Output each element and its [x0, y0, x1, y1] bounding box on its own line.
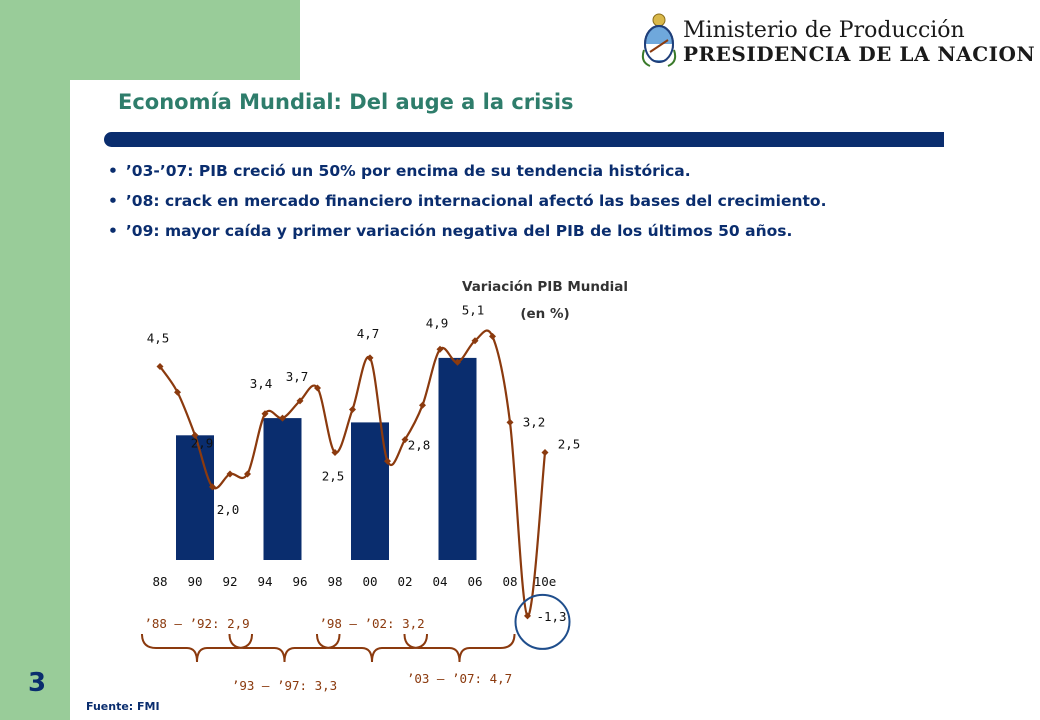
x-tick-label: 08 [502, 574, 517, 589]
x-tick-label: 92 [222, 574, 237, 589]
data-label: 3,7 [286, 369, 309, 384]
data-label: 4,9 [426, 315, 449, 330]
line-point-marker [419, 401, 426, 409]
data-label: 2,5 [558, 437, 581, 452]
line-point-marker [506, 418, 514, 426]
data-label: 2,0 [217, 502, 240, 517]
data-label: 4,5 [147, 331, 170, 346]
x-tick-label: 98 [327, 574, 342, 589]
period-average-label: ’98 – ’02: 3,2 [319, 616, 424, 631]
source-note: Fuente: FMI [86, 700, 160, 713]
highlight-circle [514, 593, 571, 650]
line-point-marker [401, 436, 409, 444]
data-label: 2,5 [322, 469, 345, 484]
data-label: -1,3 [536, 609, 566, 624]
slide-title: Economía Mundial: Del auge a la crisis [118, 90, 574, 114]
x-tick-label: 10e [534, 574, 557, 589]
period-brace [228, 633, 341, 663]
chart-title: Variación PIB Mundial [462, 279, 628, 295]
line-point-marker [226, 470, 234, 478]
line-point-marker [191, 431, 199, 439]
period-average-label: ’88 – ’92: 2,9 [144, 616, 249, 631]
title-underline-bar [104, 132, 944, 147]
data-label: 4,7 [357, 326, 380, 341]
line-point-marker [366, 354, 374, 362]
period-average-bar [263, 418, 302, 560]
data-label: 3,2 [523, 414, 546, 429]
line-point-marker [296, 397, 304, 405]
line-point-marker [454, 358, 461, 366]
line-point-marker [244, 470, 251, 478]
x-tick-label: 96 [292, 574, 307, 589]
period-brace [141, 633, 253, 663]
period-average-bar [176, 435, 214, 560]
coat-of-arms-icon [641, 13, 677, 67]
line-point-marker [261, 410, 269, 418]
data-label: 2,9 [191, 435, 214, 450]
line-point-marker [349, 406, 356, 413]
bullet-list: ’03-’07: PIB creció un 50% por encima de… [108, 162, 1008, 252]
period-average-label: ’93 – ’97: 3,3 [232, 678, 337, 693]
period-average-bar [351, 422, 389, 560]
page-number: 3 [28, 668, 47, 698]
line-point-marker [331, 449, 339, 456]
period-brace [403, 633, 516, 663]
x-tick-label: 06 [467, 574, 482, 589]
data-label: 3,4 [250, 376, 273, 391]
bullet-item: ’03-’07: PIB creció un 50% por encima de… [108, 162, 1008, 180]
line-point-marker [174, 388, 181, 396]
line-point-marker [541, 449, 549, 456]
line-point-marker [471, 337, 479, 345]
bullet-item: ’09: mayor caída y primer variación nega… [108, 222, 1008, 240]
line-point-marker [314, 384, 321, 392]
x-tick-label: 94 [257, 574, 272, 589]
chart-subtitle: (en %) [520, 306, 569, 322]
ministry-name: Ministerio de Producción [683, 18, 965, 43]
presidency-name: PRESIDENCIA DE LA NACION [683, 42, 1036, 66]
left-green-band [0, 0, 70, 720]
data-label: 2,8 [408, 438, 431, 453]
line-point-marker [279, 414, 286, 422]
line-point-marker [489, 332, 496, 340]
period-brace [316, 633, 428, 663]
bullet-item: ’08: crack en mercado financiero interna… [108, 192, 1008, 210]
x-tick-label: 90 [187, 574, 202, 589]
line-point-marker [524, 612, 531, 620]
period-average-bar [438, 357, 477, 560]
data-label: 5,1 [462, 303, 485, 318]
line-point-marker [156, 363, 164, 370]
top-green-band [0, 0, 300, 80]
x-tick-label: 00 [362, 574, 377, 589]
line-point-marker [209, 483, 216, 491]
x-tick-label: 04 [432, 574, 447, 589]
line-point-marker [436, 345, 444, 353]
period-average-label: ’03 – ’07: 4,7 [407, 671, 512, 686]
line-point-marker [384, 457, 391, 465]
x-tick-label: 88 [152, 574, 167, 589]
x-tick-label: 02 [397, 574, 412, 589]
